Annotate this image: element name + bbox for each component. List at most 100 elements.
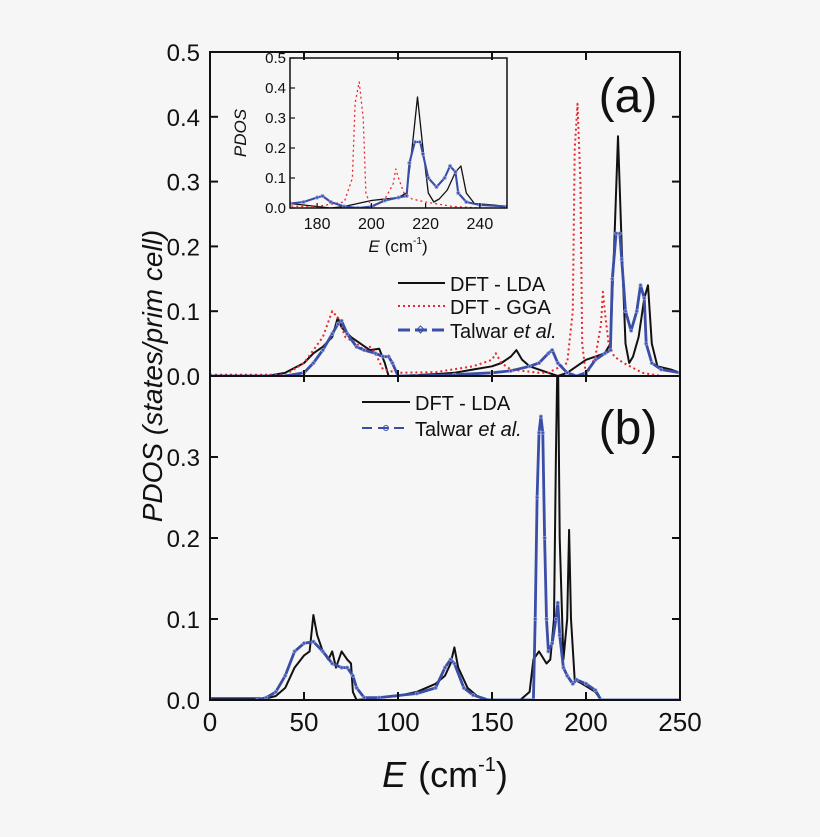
x-tick-label: 100 <box>376 707 419 737</box>
data-point <box>540 430 545 435</box>
circle-marker-icon <box>383 425 389 431</box>
data-point <box>629 328 634 333</box>
data-point <box>283 673 288 678</box>
data-point <box>354 344 359 349</box>
data-point <box>638 283 643 288</box>
data-point <box>461 685 466 690</box>
y-tick-label-b: 0.3 <box>167 445 200 472</box>
data-point <box>537 361 542 366</box>
data-point <box>407 160 412 165</box>
data-point <box>531 698 536 700</box>
data-point <box>617 231 622 236</box>
inset-y-tick-label: 0.0 <box>265 200 286 217</box>
y-axis-label: PDOS (states/prim cell) <box>137 230 168 523</box>
y-tick-label-b: 0.0 <box>167 688 200 715</box>
data-point <box>659 367 664 372</box>
data-point <box>471 693 476 698</box>
data-point <box>602 351 607 356</box>
data-point <box>644 341 649 346</box>
data-point <box>452 372 457 376</box>
inset-y-tick-label: 0.2 <box>265 140 286 157</box>
data-point <box>345 665 350 670</box>
data-point <box>414 691 419 696</box>
data-point <box>557 633 562 638</box>
data-point <box>380 354 385 359</box>
data-point <box>546 649 551 654</box>
data-point <box>678 370 680 375</box>
data-point <box>320 649 325 654</box>
data-point <box>433 685 438 690</box>
plot-frame <box>289 57 508 209</box>
data-point <box>453 169 458 174</box>
inset-y-tick-label: 0.4 <box>265 80 286 97</box>
data-point <box>535 495 540 500</box>
data-point <box>561 665 566 670</box>
data-point <box>584 681 589 686</box>
data-point <box>273 689 278 694</box>
data-point <box>537 430 542 435</box>
series-line-dft-gga <box>290 81 507 208</box>
inset-y-tick-label: 0.3 <box>265 110 286 127</box>
data-point <box>311 639 316 644</box>
data-point <box>350 673 355 678</box>
data-point <box>508 368 513 373</box>
x-tick-label: 250 <box>658 707 701 737</box>
y-tick-label-b: 0.2 <box>167 526 200 553</box>
legend-a-lda: DFT - LDA <box>450 274 546 296</box>
data-point <box>533 617 538 622</box>
data-point <box>330 661 335 666</box>
data-point <box>610 276 615 281</box>
inset-y-label: PDOS <box>231 108 250 157</box>
data-point <box>619 257 624 262</box>
data-point <box>396 195 401 200</box>
legend-b: DFT - LDA Talwar et al. <box>362 393 522 441</box>
legend-a-gga: DFT - GGA <box>450 297 551 319</box>
data-point <box>464 199 469 204</box>
y-tick-label-a: 0.1 <box>167 299 200 326</box>
data-point <box>542 536 547 541</box>
data-point <box>390 361 395 366</box>
data-point <box>255 698 259 700</box>
data-point <box>418 139 423 144</box>
data-point <box>301 199 306 204</box>
legend-a: DFT - LDA DFT - GGA Talwar et al. <box>398 274 557 343</box>
y-tick-label-a: 0.5 <box>167 40 200 67</box>
data-point <box>555 600 560 605</box>
data-point <box>373 351 378 356</box>
y-tick-label-b: 0.1 <box>167 607 200 634</box>
data-point <box>642 296 647 301</box>
inset-x-tick-label: 180 <box>304 216 331 233</box>
data-point <box>452 661 457 666</box>
legend-b-talwar: Talwar et al. <box>415 419 522 441</box>
x-tick-label: 0 <box>203 707 217 737</box>
data-point <box>442 175 447 180</box>
data-point <box>342 204 347 208</box>
x-tick-label: 200 <box>564 707 607 737</box>
data-point <box>593 357 598 362</box>
data-point <box>382 198 387 203</box>
data-point <box>544 617 549 622</box>
data-point <box>634 309 639 314</box>
data-point <box>550 348 555 353</box>
inset-x-tick-label: 240 <box>467 216 494 233</box>
data-point <box>527 364 532 369</box>
data-point <box>386 354 391 359</box>
data-point <box>434 184 439 189</box>
inset-y-tick-label: 0.1 <box>265 170 286 187</box>
inset-x-label: E (cm-1) <box>368 236 427 256</box>
data-point <box>335 322 340 327</box>
inset-plot <box>289 57 508 209</box>
data-point <box>599 698 604 700</box>
legend-b-lda: DFT - LDA <box>415 393 511 415</box>
x-axis-label: E (cm-1) <box>382 754 508 795</box>
data-point <box>649 361 654 366</box>
series-line-talwar-et-al- <box>290 140 507 208</box>
data-point <box>565 673 570 678</box>
diamond-marker-icon <box>416 325 425 334</box>
panel-a-label: (a) <box>599 70 658 123</box>
data-point <box>442 665 447 670</box>
data-point <box>614 231 619 236</box>
data-point <box>593 688 598 693</box>
data-point <box>448 163 453 168</box>
